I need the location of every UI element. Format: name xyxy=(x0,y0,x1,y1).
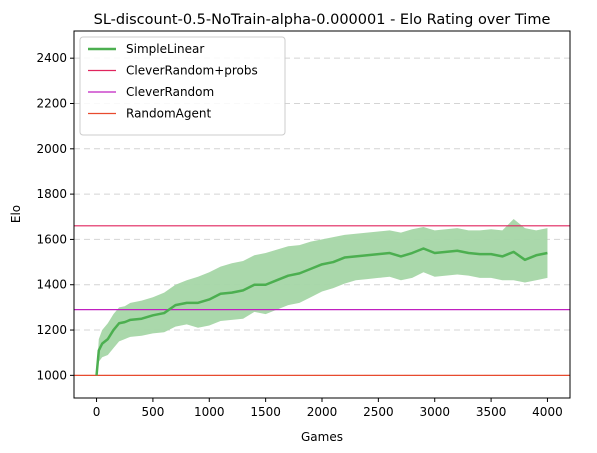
y-tick-label: 1400 xyxy=(36,278,67,292)
series-line-simplelinear xyxy=(95,247,548,376)
x-tick-label: 2500 xyxy=(363,405,394,419)
legend-entry-label: CleverRandom xyxy=(126,85,214,99)
band-layer xyxy=(96,219,548,376)
y-tick-label: 1200 xyxy=(36,323,67,337)
x-tick-label: 3000 xyxy=(419,405,450,419)
reference-lines xyxy=(74,225,570,376)
x-axis-label: Games xyxy=(301,430,343,444)
legend-entry-label: SimpleLinear xyxy=(126,42,204,56)
y-tick-label: 2400 xyxy=(36,51,67,65)
y-tick-label: 1600 xyxy=(36,232,67,246)
x-tick-label: 1000 xyxy=(194,405,225,419)
x-tick-label: 500 xyxy=(141,405,164,419)
legend-entry-label: CleverRandom+probs xyxy=(126,64,258,78)
x-tick-label: 0 xyxy=(93,405,101,419)
y-tick-label: 2000 xyxy=(36,142,67,156)
legend-entry-label: RandomAgent xyxy=(126,107,211,121)
x-tick-label: 1500 xyxy=(250,405,281,419)
legend-box xyxy=(79,36,286,136)
x-tick-label: 3500 xyxy=(476,405,507,419)
y-axis-label: Elo xyxy=(9,205,23,223)
y-tick-label: 1000 xyxy=(36,368,67,382)
y-tick-label: 1800 xyxy=(36,187,67,201)
y-tick-label: 2200 xyxy=(36,96,67,110)
legend: SimpleLinear CleverRandom+probs CleverRand… xyxy=(79,36,286,136)
x-tick-label: 2000 xyxy=(307,405,338,419)
confidence-band xyxy=(96,219,548,376)
x-axis-ticks: 0 500 1000 1500 2000 2500 3000 3500 4000 xyxy=(93,398,563,419)
chart-title: SL-discount-0.5-NoTrain-alpha-0.000001 -… xyxy=(94,12,551,28)
series-lines xyxy=(95,247,548,376)
y-axis-ticks: 1000 1200 1400 1600 1800 2000 2200 2400 xyxy=(36,51,74,382)
x-tick-label: 4000 xyxy=(532,405,563,419)
